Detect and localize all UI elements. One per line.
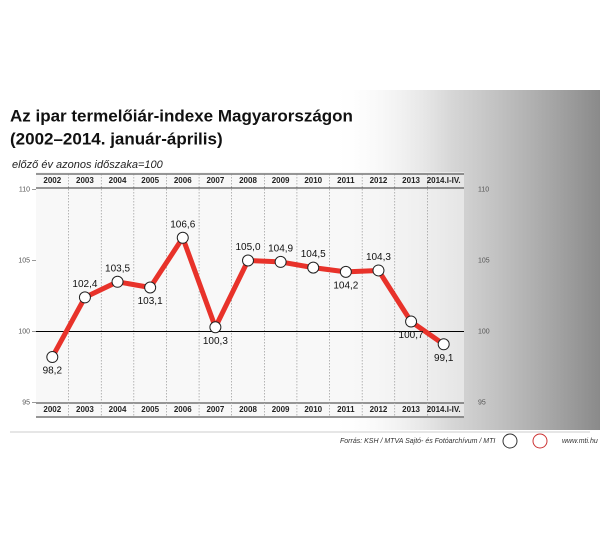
plot-background bbox=[36, 172, 464, 418]
x-tick-label: 2002 bbox=[43, 405, 61, 414]
x-tick-label: 2010 bbox=[304, 405, 322, 414]
logo bbox=[502, 433, 518, 449]
x-tick-label: 2009 bbox=[272, 405, 290, 414]
value-label: 102,4 bbox=[72, 279, 97, 290]
x-tick-label: 2012 bbox=[370, 405, 388, 414]
marker bbox=[46, 351, 59, 364]
x-tick-label-top: 2009 bbox=[272, 176, 290, 185]
subtitle: előző év azonos időszaka=100 bbox=[12, 159, 164, 171]
value-label: 100,7 bbox=[399, 330, 424, 341]
x-tick-label-top: 2004 bbox=[109, 176, 127, 185]
y-tick-label: 105 bbox=[18, 257, 30, 264]
marker bbox=[144, 281, 157, 294]
website: www.mti.hu bbox=[562, 438, 598, 445]
x-tick-label: 2008 bbox=[239, 405, 257, 414]
x-tick-label-top: 2006 bbox=[174, 176, 192, 185]
value-label: 104,3 bbox=[366, 252, 391, 263]
source: Forrás: KSH / MTVA Sajtó- és Fotóarchívu… bbox=[340, 438, 495, 445]
marker bbox=[78, 291, 91, 304]
logo bbox=[532, 433, 548, 449]
x-tick-label-top: 2007 bbox=[206, 176, 224, 185]
chart-title: Az ipar termelőiár-indexe Magyarországon bbox=[10, 106, 353, 125]
x-tick-label: 2003 bbox=[76, 405, 94, 414]
value-label: 100,3 bbox=[203, 336, 228, 347]
value-label: 105,0 bbox=[235, 242, 260, 253]
x-tick-label-top: 2012 bbox=[370, 176, 388, 185]
x-tick-label-top: 2011 bbox=[337, 176, 355, 185]
marker bbox=[176, 231, 189, 244]
y-tick-label-right: 95 bbox=[478, 399, 486, 406]
x-tick-label: 2013 bbox=[402, 405, 420, 414]
marker bbox=[437, 338, 450, 351]
marker bbox=[372, 264, 385, 277]
x-tick-label-top: 2002 bbox=[43, 176, 61, 185]
marker bbox=[111, 275, 124, 288]
x-tick-label-top: 2014.I-IV. bbox=[427, 176, 461, 185]
value-label: 104,5 bbox=[301, 249, 326, 260]
y-tick-label-right: 105 bbox=[478, 257, 490, 264]
value-label: 103,5 bbox=[105, 263, 130, 274]
y-tick-label: 100 bbox=[18, 328, 30, 335]
x-tick-label-top: 2010 bbox=[304, 176, 322, 185]
value-label: 99,1 bbox=[434, 353, 454, 364]
value-label: 104,9 bbox=[268, 244, 293, 255]
y-tick-label-right: 100 bbox=[478, 328, 490, 335]
marker bbox=[307, 261, 320, 274]
marker bbox=[405, 315, 418, 328]
x-tick-label: 2011 bbox=[337, 405, 355, 414]
x-tick-label-top: 2003 bbox=[76, 176, 94, 185]
x-tick-label-top: 2013 bbox=[402, 176, 420, 185]
value-label: 98,2 bbox=[43, 366, 63, 377]
value-label: 106,6 bbox=[170, 219, 195, 230]
x-tick-label: 2014.I-IV. bbox=[427, 405, 461, 414]
x-tick-label: 2007 bbox=[206, 405, 224, 414]
y-tick-label: 110 bbox=[19, 186, 30, 193]
value-label: 103,1 bbox=[138, 296, 163, 307]
marker bbox=[209, 321, 222, 334]
x-tick-label: 2005 bbox=[141, 405, 159, 414]
x-tick-label: 2006 bbox=[174, 405, 192, 414]
marker bbox=[339, 265, 352, 278]
value-label: 104,2 bbox=[333, 281, 358, 292]
marker bbox=[274, 255, 287, 268]
y-tick-label: 95 bbox=[22, 399, 30, 406]
x-tick-label: 2004 bbox=[109, 405, 127, 414]
x-tick-label-top: 2005 bbox=[141, 176, 159, 185]
y-tick-label-right: 110 bbox=[478, 186, 489, 193]
marker bbox=[242, 254, 254, 267]
x-tick-label-top: 2008 bbox=[239, 176, 257, 185]
chart-title-line2: (2002–2014. január-április) bbox=[10, 129, 223, 148]
